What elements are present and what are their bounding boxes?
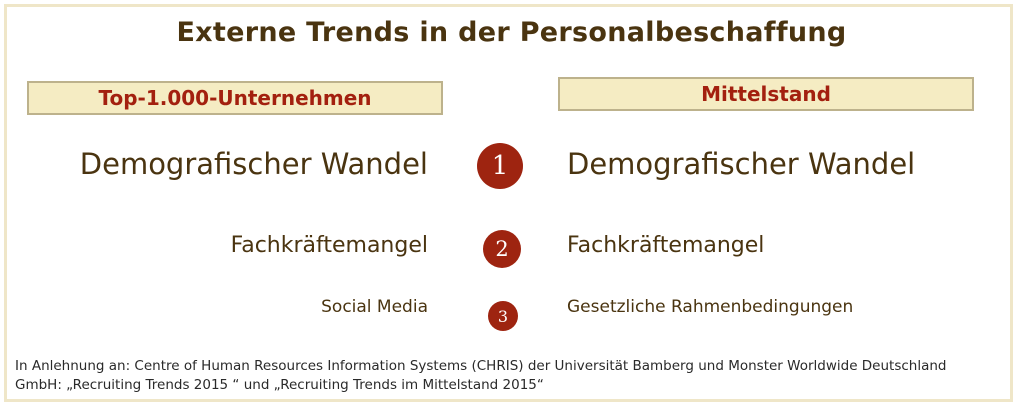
column-header-top-1000: Top-1.000-Unternehmen: [27, 81, 443, 115]
row-1-right-label: Demografischer Wandel: [567, 147, 916, 181]
diagram-frame: Externe Trends in der Personalbeschaffun…: [4, 4, 1013, 402]
source-line-1: In Anlehnung an: Centre of Human Resourc…: [15, 358, 947, 374]
source-citation: In Anlehnung an: Centre of Human Resourc…: [15, 357, 1010, 395]
diagram-title: Externe Trends in der Personalbeschaffun…: [176, 17, 847, 48]
row-2-right-label: Fachkräftemangel: [567, 233, 765, 258]
rank-badge-2: 2: [483, 230, 521, 268]
row-1-left-label: Demografischer Wandel: [79, 147, 428, 181]
row-2-left-label: Fachkräftemangel: [230, 233, 428, 258]
row-3-right-label: Gesetzliche Rahmenbedingungen: [567, 297, 854, 317]
rank-badge-3: 3: [488, 301, 518, 331]
source-line-2: GmbH: „Recruiting Trends 2015 “ und „Rec…: [15, 377, 544, 393]
row-3-left-label: Social Media: [321, 297, 428, 317]
column-header-mittelstand: Mittelstand: [558, 77, 974, 111]
rank-badge-1: 1: [477, 143, 523, 189]
